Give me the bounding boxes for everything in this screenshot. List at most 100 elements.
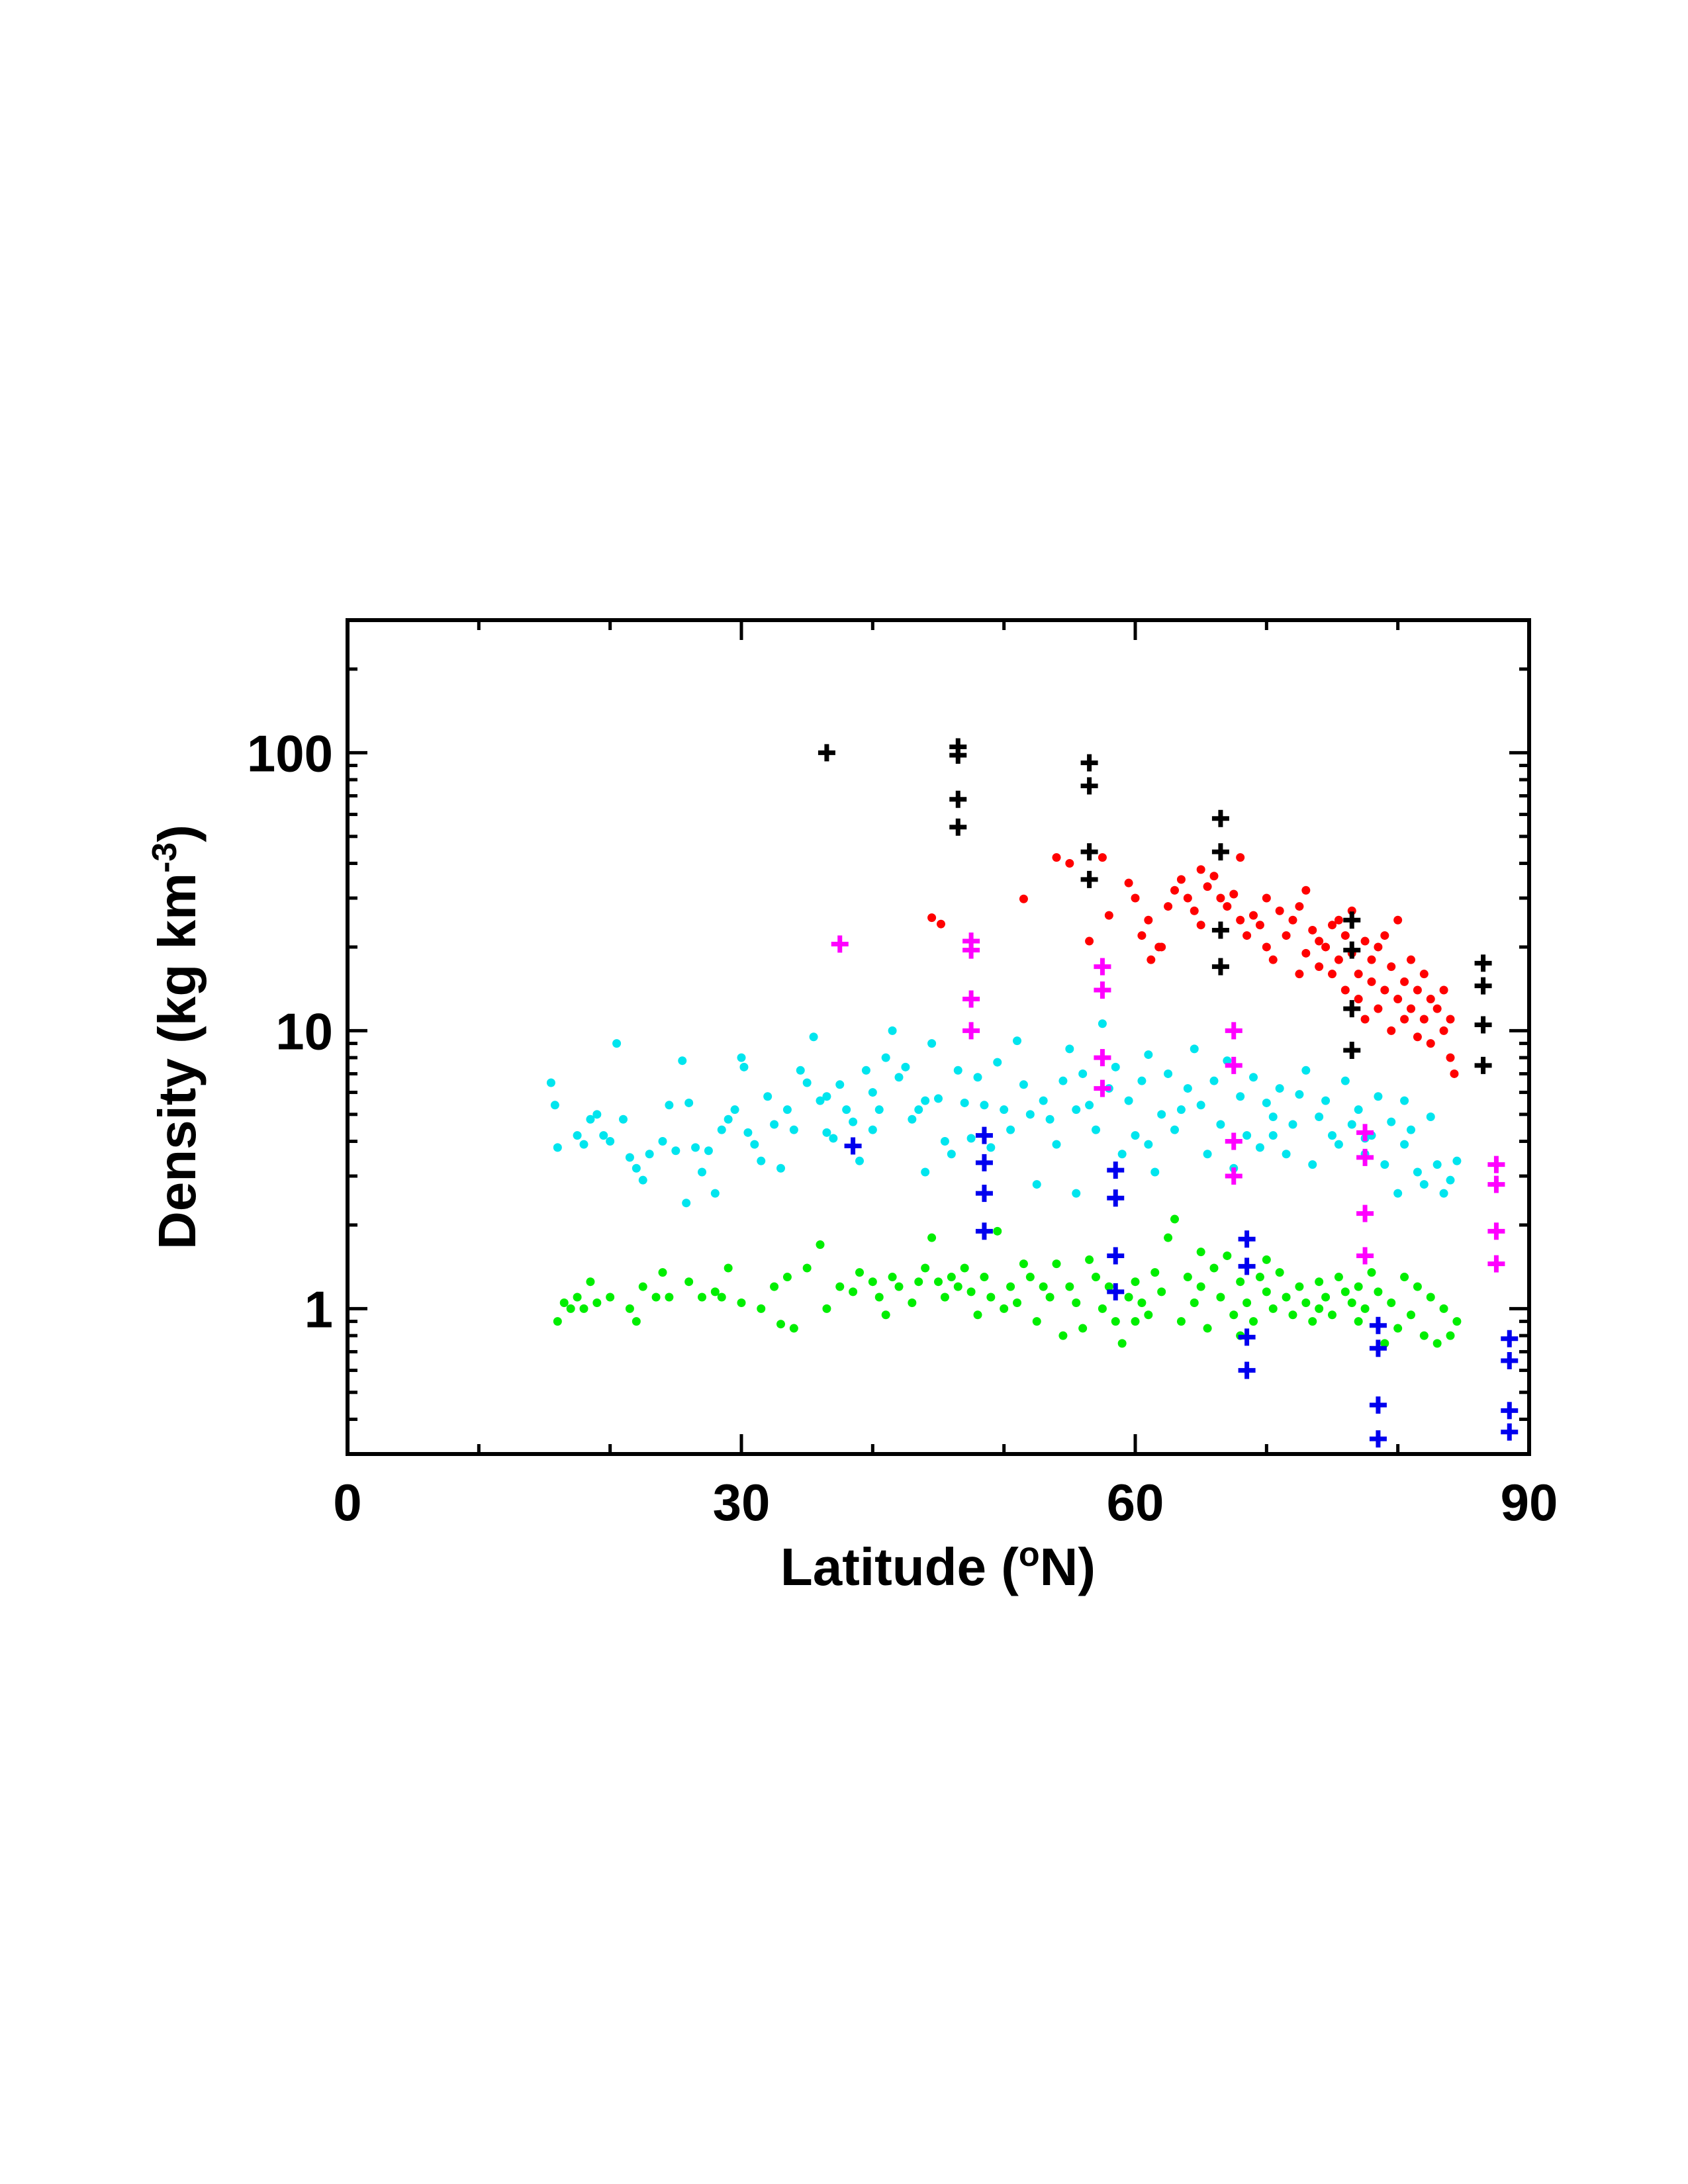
data-point-dot <box>566 1304 575 1313</box>
data-point-dot <box>737 1298 746 1307</box>
data-point-dot <box>1104 911 1113 920</box>
data-point-dot <box>1058 1331 1068 1340</box>
data-point-dot <box>698 1293 706 1302</box>
data-point-cross <box>1238 1257 1256 1275</box>
data-point-dot <box>1032 1317 1041 1326</box>
data-point-cross <box>962 990 980 1008</box>
data-point-cross <box>844 1137 862 1155</box>
data-point-dot <box>914 1105 923 1115</box>
data-point-dot <box>1432 1004 1442 1013</box>
data-point-dot <box>1013 1298 1021 1307</box>
data-point-dot <box>1216 1293 1225 1302</box>
data-point-dot <box>710 1287 720 1297</box>
data-point-dot <box>665 1293 674 1302</box>
data-point-dot <box>947 1150 956 1159</box>
data-point-cross <box>1501 1402 1519 1420</box>
data-point-dot <box>1432 1339 1442 1348</box>
data-point-dot <box>1144 1140 1153 1149</box>
data-point-dot <box>1131 1277 1140 1287</box>
data-point-cross <box>1094 981 1111 999</box>
data-point-dot <box>1282 1150 1291 1159</box>
data-point-dot <box>1432 1160 1442 1169</box>
data-point-dot <box>1321 942 1331 952</box>
data-point-dot <box>1282 931 1291 940</box>
data-point-dot <box>586 1115 595 1124</box>
data-point-dot <box>1006 1125 1015 1134</box>
data-point-cross <box>1107 1161 1125 1179</box>
data-point-dot <box>717 1293 726 1302</box>
data-point-dot <box>1295 902 1304 911</box>
data-point-dot <box>980 1101 989 1110</box>
data-point-cross <box>1501 1423 1519 1441</box>
data-point-dot <box>1288 915 1297 925</box>
data-point-dot <box>1025 1273 1035 1282</box>
data-point-dot <box>927 913 937 923</box>
data-point-dot <box>1203 1324 1212 1333</box>
data-point-dot <box>1407 1004 1415 1013</box>
data-point-dot <box>921 1263 930 1273</box>
data-point-dot <box>1328 1310 1336 1320</box>
data-point-dot <box>1111 1062 1120 1071</box>
data-point-cross <box>1343 1042 1361 1060</box>
data-point-cross <box>1474 954 1492 972</box>
data-point-dot <box>1196 1101 1205 1110</box>
data-point-dot <box>842 1105 851 1115</box>
data-point-dot <box>1328 1131 1336 1140</box>
data-point-dot <box>921 1167 930 1177</box>
data-point-dot <box>1176 875 1186 884</box>
data-point-dot <box>1387 1026 1396 1035</box>
data-point-dot <box>1340 985 1350 995</box>
data-point-dot <box>1111 1317 1120 1326</box>
data-point-dot <box>1295 970 1304 979</box>
data-point-dot <box>986 1143 996 1152</box>
data-point-dot <box>632 1317 641 1326</box>
data-point-dot <box>1190 1298 1199 1307</box>
data-point-dot <box>1334 915 1343 925</box>
data-point-dot <box>822 1092 831 1101</box>
data-point-dot <box>1065 859 1074 868</box>
data-point-dot <box>835 1282 845 1291</box>
data-point-cross <box>975 1185 993 1203</box>
data-point-dot <box>750 1140 759 1149</box>
tick-layer <box>346 618 1531 1456</box>
data-point-dot <box>1315 1304 1324 1313</box>
data-point-dot <box>1150 1268 1160 1277</box>
data-point-dot <box>606 1293 615 1302</box>
tick-label-layer: 0 30 60 90 1 10 100 <box>247 724 1558 1531</box>
data-point-dot <box>1196 865 1205 874</box>
data-point-dot <box>927 1233 937 1242</box>
data-point-dot <box>816 1096 825 1105</box>
data-point-cross <box>1474 1056 1492 1074</box>
data-point-dot <box>1268 1113 1278 1122</box>
data-point-dot <box>1315 936 1324 946</box>
data-point-dot <box>1407 955 1415 964</box>
data-point-dot <box>1400 1140 1409 1149</box>
data-point-dot <box>1085 936 1094 946</box>
data-point-dot <box>1328 921 1336 930</box>
data-point-dot <box>901 1062 910 1071</box>
data-point-dot <box>1308 1160 1317 1169</box>
y-tick-label: 1 <box>305 1280 333 1338</box>
data-point-dot <box>1229 889 1239 899</box>
data-point-dot <box>782 1273 792 1282</box>
data-point-dot <box>1268 955 1278 964</box>
x-tick-label: 0 <box>333 1473 361 1531</box>
data-point-dot <box>1124 1293 1133 1302</box>
data-point-dot <box>645 1150 654 1159</box>
data-point-dot <box>973 1073 982 1082</box>
data-point-dot <box>1407 1310 1415 1320</box>
data-point-dot <box>1164 902 1173 911</box>
data-point-dot <box>816 1240 825 1250</box>
data-point-dot <box>1268 1304 1278 1313</box>
data-point-dot <box>1137 931 1147 940</box>
data-point-cross <box>962 1022 980 1040</box>
data-point-dot <box>855 1268 864 1277</box>
data-point-dot <box>1045 1293 1055 1302</box>
data-point-dot <box>1301 1298 1311 1307</box>
data-point-dot <box>651 1293 661 1302</box>
data-point-dot <box>737 1053 746 1062</box>
data-point-dot <box>1301 1066 1311 1075</box>
data-point-dot <box>579 1304 588 1313</box>
data-point-dot <box>1196 921 1205 930</box>
data-point-dot <box>1249 911 1258 920</box>
